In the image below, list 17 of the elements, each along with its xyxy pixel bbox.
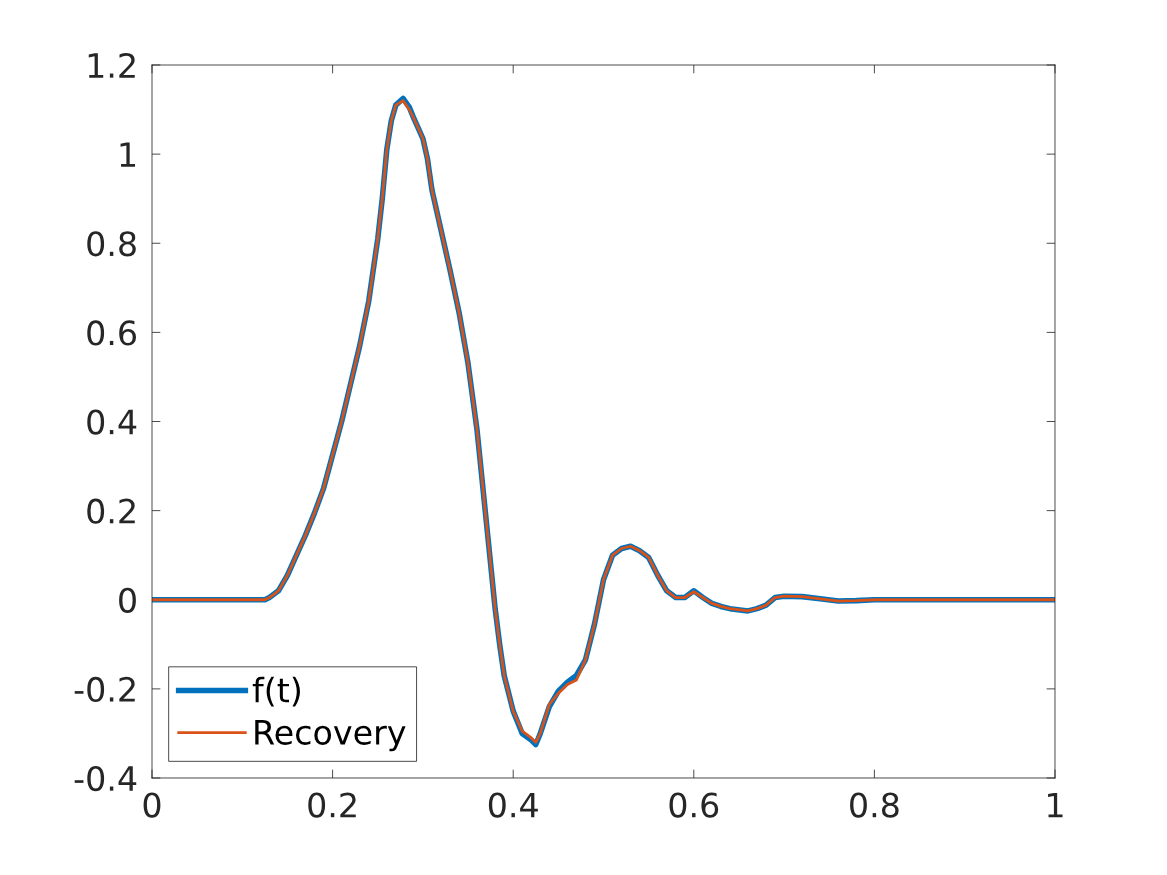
- y-tick-label: -0.2: [74, 676, 135, 703]
- x-tick-label: 1: [1048, 792, 1063, 818]
- y-tick-label: 0.8: [87, 231, 136, 257]
- y-tick-label: 0.2: [87, 498, 135, 524]
- x-tick-label: 0.6: [669, 792, 719, 818]
- x-tick-label: 0.4: [488, 792, 538, 818]
- y-tick-label: -0.4: [74, 765, 137, 792]
- y-tick-label: 0.6: [87, 320, 137, 346]
- x-tick-label: 0.2: [308, 792, 356, 818]
- x-tick-label: 0: [143, 792, 161, 818]
- y-tick-label: 0: [119, 587, 136, 613]
- x-tick-label: 0.8: [850, 792, 899, 818]
- y-tick-label: 1.2: [88, 52, 135, 78]
- y-tick-label: 0.4: [87, 409, 137, 435]
- y-tick-label: 1: [120, 142, 136, 167]
- legend-label: Recovery: [255, 720, 406, 752]
- legend-label: f(t): [252, 676, 300, 707]
